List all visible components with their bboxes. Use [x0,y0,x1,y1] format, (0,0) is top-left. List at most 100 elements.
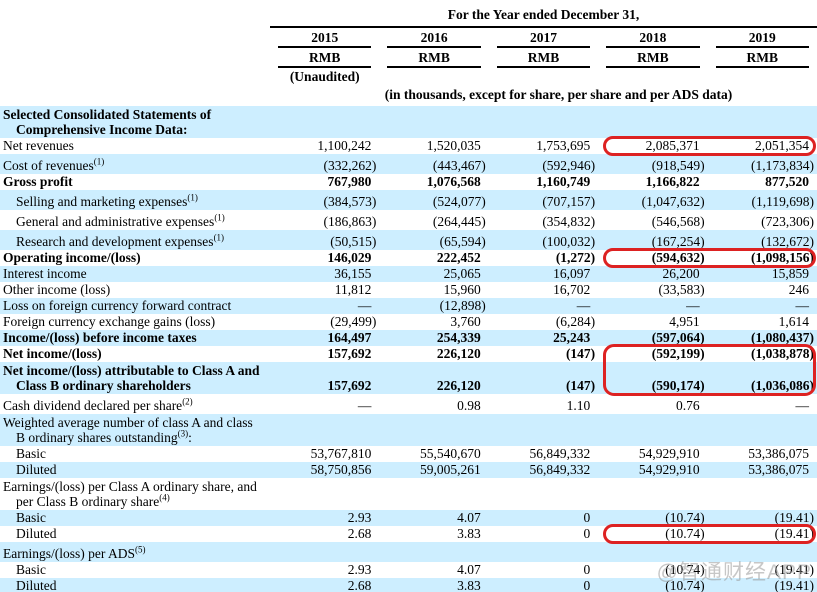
table-row: Other income (loss) 11,812 15,960 16,702 (33… [0,282,817,298]
row-label: Net income/(loss) [3,346,102,361]
income-statement-table: Selected Consolidated Statements of Compr… [0,106,817,592]
value-cell: 877,520 [765,174,809,189]
table-row: Net income/(loss) 157,692 226,120 (147) (592… [0,346,817,362]
value-cell: (147) [565,378,596,393]
value-cell: (1,119,698) [751,194,815,209]
value-cell: 53,767,810 [310,446,372,461]
unaudited-row: (Unaudited) [0,68,817,84]
label-column-spacer [0,68,270,84]
value-cell: 1,753,695 [536,138,591,153]
value-cell: (33,583) [658,282,705,297]
value-cell: (19.41) [774,510,814,525]
label-column-spacer [0,48,270,68]
table-row: Earnings/(loss) per ADS(5) [0,542,817,562]
row-label: Weighted average number of class A and c… [3,415,253,445]
value-cell: (19.41) [774,526,814,541]
value-cell: 53,386,075 [748,462,809,477]
value-cell: 26,200 [662,266,700,281]
value-cell: 3.83 [457,578,481,592]
table-row: Diluted 2.68 3.83 0 (10.74) (19.41) [0,578,817,592]
value-cell: 0 [583,562,591,577]
table-row: Selected Consolidated Statements of Compr… [0,106,817,138]
value-cell: — [576,298,591,313]
value-cell: (590,174) [651,378,705,393]
value-cell: (10.74) [665,562,705,577]
table-row: Research and development expenses(1) (50,… [0,230,817,250]
value-cell: 53,386,075 [748,446,809,461]
row-label: Diluted [16,526,57,541]
value-cell: — [357,398,372,413]
row-label: Gross profit [3,174,73,189]
row-label: Cost of revenues(1) [3,156,105,173]
value-cell: 56,849,332 [529,462,591,477]
value-cell: 1,520,035 [426,138,481,153]
table-row: Cash dividend declared per share(2) — 0.98… [0,394,817,414]
row-label: Other income (loss) [3,282,111,297]
value-cell: (597,064) [651,330,705,345]
value-cell: (10.74) [665,526,705,541]
value-cell: 25,243 [553,330,591,345]
value-cell: — [686,298,700,313]
year-header: 2015 [278,30,372,48]
row-label: Net revenues [3,138,74,153]
value-cell: 16,702 [553,282,591,297]
value-cell: 0 [583,526,591,541]
value-cell: 4.07 [457,510,481,525]
value-cell: 0 [583,578,591,592]
table-row: Diluted 2.68 3.83 0 (10.74) (19.41) [0,526,817,542]
value-cell: 4.07 [457,562,481,577]
row-label: Earnings/(loss) per ADS(5) [3,544,146,561]
value-cell: 1,614 [778,314,809,329]
currency-header: RMB [278,50,372,68]
value-cell: (707,157) [542,194,596,209]
currency-header-row: RMB RMB RMB RMB RMB [0,48,817,68]
table-row: Foreign currency exchange gains (loss) (2… [0,314,817,330]
row-label: General and administrative expenses(1) [16,212,225,229]
table-row: Basic 2.93 4.07 0 (10.74) (19.41) [0,562,817,578]
value-cell: (524,077) [432,194,486,209]
value-cell: 58,750,856 [310,462,372,477]
row-label: Foreign currency exchange gains (loss) [3,314,216,329]
currency-header: RMB [387,50,481,68]
year-header: 2019 [715,30,809,48]
value-cell: (1,080,437) [751,330,814,345]
value-cell: (1,036,086) [751,378,814,393]
value-cell: 4,951 [669,314,700,329]
value-cell: (50,515) [330,234,377,249]
value-cell: (1,272) [555,250,596,265]
currency-header: RMB [715,50,809,68]
value-cell: 2,051,354 [755,138,809,153]
row-label: Selected Consolidated Statements of Compr… [3,107,212,137]
value-cell: (384,573) [323,194,377,209]
unaudited-note: (Unaudited) [289,69,360,84]
value-cell: 36,155 [334,266,372,281]
row-label: Research and development expenses(1) [16,232,225,249]
value-cell: 1,076,568 [426,174,481,189]
value-cell: (132,672) [761,234,814,249]
value-cell: (186,863) [323,214,377,229]
value-cell: (12,898) [439,298,486,313]
period-title: For the Year ended December 31, [447,7,640,22]
value-cell: 0.98 [457,398,481,413]
value-cell: 254,339 [436,330,481,345]
units-note: (in thousands, except for share, per sha… [384,87,733,102]
table-row: Net income/(loss) attributable to Class … [0,362,817,394]
value-cell: (19.41) [774,562,814,577]
value-cell: (332,262) [323,158,377,173]
value-cell: 55,540,670 [420,446,481,461]
value-cell: 11,812 [334,282,372,297]
row-label: Basic [16,510,46,525]
value-cell: 146,029 [327,250,372,265]
value-cell: (10.74) [665,578,705,592]
value-cell: 246 [788,282,809,297]
value-cell: (167,254) [651,234,705,249]
table-row: Earnings/(loss) per Class A ordinary sha… [0,478,817,510]
table-row: Selling and marketing expenses(1) (384,57… [0,190,817,210]
value-cell: (354,832) [542,214,596,229]
value-cell: 0.76 [675,398,700,413]
table-row: Income/(loss) before income taxes 164,497… [0,330,817,346]
value-cell: (29,499) [330,314,377,329]
value-cell: 16,097 [553,266,591,281]
row-label: Net income/(loss) attributable to Class … [3,363,260,393]
